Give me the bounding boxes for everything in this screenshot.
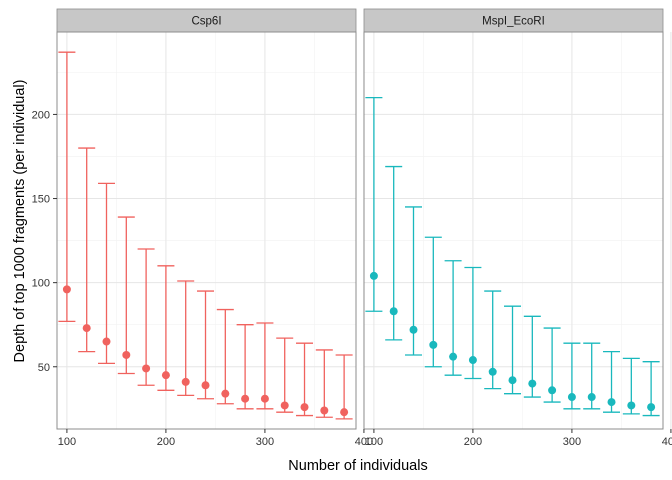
error-bar <box>276 337 294 413</box>
error-bar <box>622 357 640 415</box>
mean-point <box>508 376 517 385</box>
error-bar <box>236 324 254 410</box>
y-axis: 50 100 150 200 <box>32 109 57 374</box>
error-bar <box>484 290 502 390</box>
y-tick-label: 150 <box>32 194 50 206</box>
x-axis: 100200300400100200300400 <box>58 429 672 448</box>
mean-point <box>409 325 418 334</box>
mean-point <box>488 367 497 376</box>
mean-point <box>300 403 309 412</box>
x-tick-label: 400 <box>662 436 672 448</box>
error-bar <box>335 354 353 420</box>
error-bar <box>216 308 234 405</box>
mean-point <box>82 324 91 333</box>
error-bar <box>98 182 116 365</box>
facet-panel-1: MspI_EcoRI <box>363 8 672 430</box>
mean-point <box>389 307 398 316</box>
mean-point <box>181 377 190 386</box>
mean-point <box>369 271 378 280</box>
y-tick-label: 50 <box>38 362 50 374</box>
mean-point <box>340 408 349 417</box>
mean-point <box>62 285 71 294</box>
mean-point <box>161 371 170 380</box>
mean-point <box>221 389 230 398</box>
x-tick-label: 200 <box>464 436 482 448</box>
panel-background <box>57 32 356 429</box>
x-tick-label: 100 <box>365 436 383 448</box>
error-bar <box>315 349 333 418</box>
mean-point <box>142 364 151 373</box>
mean-point <box>241 394 250 403</box>
mean-point <box>468 356 477 365</box>
mean-point <box>607 398 616 407</box>
error-bar <box>424 236 442 368</box>
mean-point <box>201 381 210 390</box>
error-bar <box>642 361 660 417</box>
error-bar <box>78 147 96 353</box>
panel-border <box>56 31 357 430</box>
error-bar <box>296 342 314 417</box>
error-bar <box>385 165 403 341</box>
mean-point <box>122 350 131 359</box>
mean-point <box>548 386 557 395</box>
error-bar <box>464 266 482 380</box>
y-tick-label: 100 <box>32 278 50 290</box>
facet-panel-0: Csp6I <box>56 8 365 430</box>
error-bar <box>405 206 423 356</box>
x-tick-label: 300 <box>256 436 274 448</box>
error-bar <box>563 342 581 410</box>
mean-point <box>320 406 329 415</box>
error-bar <box>256 322 274 410</box>
panel-border <box>363 31 664 430</box>
mean-point <box>627 401 636 410</box>
x-tick-label: 200 <box>157 436 175 448</box>
y-axis-title: Depth of top 1000 fragments (per individ… <box>12 80 28 363</box>
x-axis-title: Number of individuals <box>288 458 427 474</box>
mean-point <box>102 337 111 346</box>
error-bar <box>137 248 155 386</box>
error-bar <box>444 260 462 376</box>
x-tick-label: 300 <box>563 436 581 448</box>
mean-point <box>528 379 537 388</box>
error-bar <box>543 327 561 403</box>
mean-point <box>647 403 656 412</box>
mean-point <box>429 340 438 349</box>
mean-point <box>587 393 596 402</box>
error-bar <box>177 280 195 397</box>
error-bar <box>504 305 522 395</box>
facet-strip-label: MspI_EcoRI <box>482 16 545 28</box>
y-tick-label: 200 <box>32 109 50 121</box>
panels: Csp6I MspI_EcoRI <box>56 8 672 430</box>
panel-background <box>364 32 663 429</box>
error-bar <box>58 51 76 322</box>
error-bar <box>523 315 541 398</box>
error-bar <box>603 350 621 413</box>
mean-point <box>280 401 289 410</box>
error-bar <box>197 290 215 400</box>
error-bar <box>583 342 601 410</box>
mean-point <box>449 352 458 361</box>
x-tick-label: 400 <box>355 436 373 448</box>
mean-point <box>567 393 576 402</box>
facet-strip-label: Csp6I <box>191 16 221 28</box>
mean-point <box>260 394 269 403</box>
x-tick-label: 100 <box>58 436 76 448</box>
error-bar <box>157 265 175 391</box>
error-bar <box>365 96 383 312</box>
error-bar <box>117 216 135 375</box>
